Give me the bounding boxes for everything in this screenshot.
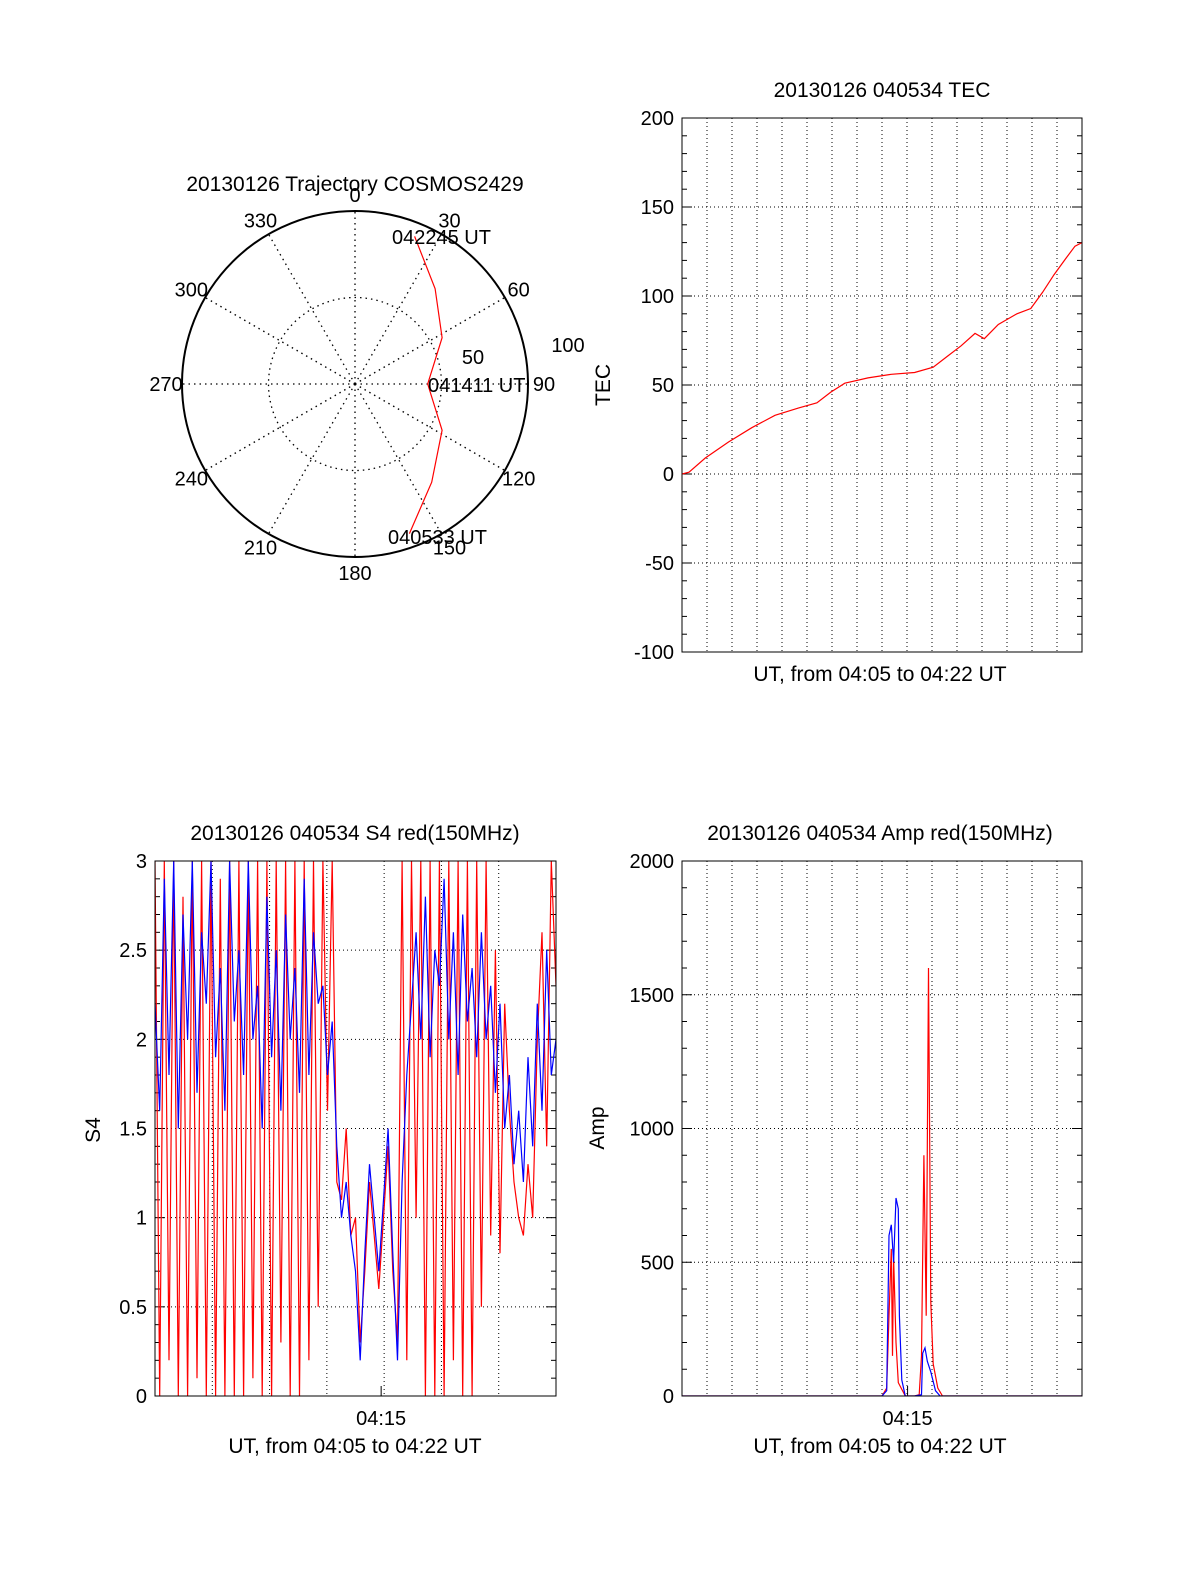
azimuth-spoke (354, 383, 506, 472)
amp-panel: 20130126 040534 Amp red(150MHz) 0 500 1000… (586, 822, 1083, 1458)
y-tick-label: 100 (641, 286, 674, 308)
azimuth-label: 330 (244, 210, 277, 232)
trajectory-panel: 20130126 Trajectory COSMOS2429 0 30 60 90 12… (149, 173, 584, 585)
s4-series (155, 861, 556, 1396)
azimuth-label: 90 (533, 374, 555, 396)
azimuth-label: 270 (149, 374, 182, 396)
y-tick-label: 2.5 (119, 940, 147, 962)
amp-title: 20130126 040534 Amp red(150MHz) (707, 822, 1053, 845)
azimuth-label: 180 (338, 563, 371, 585)
amp-plot-frame (681, 860, 1083, 1397)
y-tick-label: 1000 (630, 1119, 675, 1141)
y-tick-label: -100 (634, 642, 674, 664)
azimuth-spoke (354, 383, 443, 535)
amp-series (682, 967, 1082, 1396)
radial-label: 100 (551, 335, 584, 357)
azimuth-label: 150 (433, 538, 466, 560)
series-line-red (682, 242, 1082, 475)
tec-grid (682, 118, 1082, 652)
tec-series (682, 242, 1082, 475)
tec-x-label: UT, from 04:05 to 04:22 UT (753, 663, 1006, 686)
radial-grid-circle (267, 296, 443, 472)
y-tick-label: 1500 (630, 985, 675, 1007)
amp-x-label: UT, from 04:05 to 04:22 UT (753, 1435, 1006, 1458)
amp-x-tick-label: 04:15 (883, 1408, 933, 1430)
y-tick-label: 0 (663, 464, 674, 486)
tec-y-label: TEC (592, 364, 615, 406)
series-line-blue (682, 1197, 1082, 1396)
s4-y-ticks: 0 0.5 1 1.5 2 2.5 3 (119, 851, 556, 1408)
series-line-red (682, 967, 1082, 1396)
end-time-label: 042245 UT (392, 227, 491, 249)
outer-circle (181, 210, 529, 558)
y-tick-label: 1.5 (119, 1119, 147, 1141)
azimuth-label: 0 (349, 185, 360, 207)
azimuth-label: 210 (244, 538, 277, 560)
azimuth-label: 60 (508, 280, 530, 302)
polar-grid (181, 210, 529, 558)
y-tick-label: 0.5 (119, 1297, 147, 1319)
azimuth-spoke (267, 383, 356, 535)
s4-x-tick-label: 04:15 (356, 1408, 406, 1430)
y-tick-label: 2000 (630, 851, 675, 873)
azimuth-label: 300 (175, 280, 208, 302)
y-tick-label: 500 (641, 1252, 674, 1274)
s4-panel: 20130126 040534 S4 red(150MHz) 0 0.5 1 1.5 2… (82, 822, 557, 1458)
azimuth-spoke (267, 233, 356, 385)
azimuth-labels: 0 30 60 90 120 150 180 210 240 270 300 330 (149, 185, 555, 585)
azimuth-label: 30 (438, 210, 460, 232)
s4-title: 20130126 040534 S4 red(150MHz) (190, 822, 519, 845)
azimuth-spoke (354, 296, 506, 385)
y-tick-label: 3 (136, 851, 147, 873)
y-tick-label: 0 (663, 1386, 674, 1408)
s4-y-label: S4 (82, 1117, 105, 1143)
amp-grid (682, 861, 1082, 1396)
y-tick-label: 2 (136, 1029, 147, 1051)
y-tick-label: 150 (641, 197, 674, 219)
radial-labels: 50 100 (462, 335, 585, 369)
y-tick-label: 200 (641, 108, 674, 130)
tec-y-ticks: -100 -50 0 50 100 150 200 (634, 108, 1082, 664)
y-tick-label: -50 (645, 553, 674, 575)
trajectory-track (408, 236, 443, 534)
trajectory-title: 20130126 Trajectory COSMOS2429 (186, 173, 523, 196)
tec-title: 20130126 040534 TEC (774, 79, 991, 102)
y-tick-label: 1 (136, 1208, 147, 1230)
mid-time-label: 041411 UT (428, 375, 525, 397)
start-time-label: 040533 UT (388, 527, 487, 549)
series-line-blue (155, 861, 556, 1361)
s4-plot-frame (154, 860, 557, 1397)
azimuth-spoke (204, 383, 356, 472)
azimuth-label: 240 (175, 469, 208, 491)
tec-panel: 20130126 040534 TEC -100-50050100150200 … (592, 79, 1083, 686)
s4-x-label: UT, from 04:05 to 04:22 UT (228, 1435, 481, 1458)
radial-label: 50 (462, 347, 484, 369)
tec-plot-frame (681, 117, 1083, 653)
amp-y-ticks: 0 500 1000 1500 2000 (630, 851, 1082, 1408)
azimuth-spoke (204, 296, 356, 385)
y-tick-label: 0 (136, 1386, 147, 1408)
azimuth-label: 120 (502, 469, 535, 491)
azimuth-spoke (354, 233, 443, 385)
amp-y-label: Amp (586, 1106, 609, 1149)
y-tick-label: 50 (652, 375, 674, 397)
series-line-red (155, 861, 556, 1396)
